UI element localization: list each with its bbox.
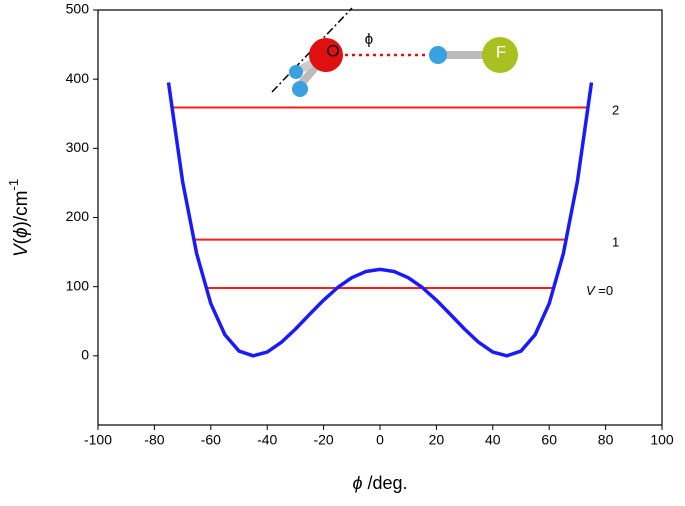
x-tick-label: 40 [485, 432, 501, 448]
atom [292, 81, 308, 97]
level-label-italic: V [586, 283, 596, 298]
level-label-text: 1 [612, 235, 619, 250]
atom [429, 46, 447, 64]
atom-label: F [496, 42, 506, 61]
level-label: 1 [612, 235, 619, 250]
x-tick-label: -20 [313, 432, 333, 448]
x-tick-label: 20 [429, 432, 445, 448]
x-tick-label: 100 [650, 432, 674, 448]
atom-label: O [326, 41, 339, 60]
atom [309, 38, 343, 72]
atom [482, 37, 518, 73]
y-tick-label: 500 [66, 1, 90, 17]
x-unit: /deg. [362, 473, 407, 493]
y-axis-title: V(ϕ)/cm-1 [6, 179, 32, 257]
y-tick-label: 300 [66, 139, 90, 155]
x-axis-title: ϕ /deg. [352, 473, 407, 493]
atom [289, 65, 303, 79]
angle-label: ϕ [365, 31, 373, 48]
y-tick-label: 0 [81, 347, 89, 363]
y-symbol: ϕ [11, 227, 32, 238]
level-label-text: =0 [595, 283, 613, 298]
molecule: O F ϕ [271, 7, 518, 97]
y-open: ( [11, 237, 32, 244]
x-tick-label: 60 [541, 432, 557, 448]
plot-frame [97, 9, 663, 426]
curve [166, 82, 594, 358]
x-tick-label: 80 [598, 432, 614, 448]
y-italic: V [11, 242, 32, 257]
x-tick-label: -40 [257, 432, 277, 448]
x-symbol: ϕ [352, 473, 362, 493]
y-tick-label: 100 [66, 277, 90, 293]
y-tick-label: 400 [66, 70, 90, 86]
level-label-text: 2 [612, 103, 619, 118]
axis-dash [271, 7, 353, 93]
y-superscript: -1 [6, 179, 21, 191]
level-label: 2 [612, 103, 619, 118]
x-tick-label: -100 [84, 432, 112, 448]
y-tick-label: 200 [66, 208, 90, 224]
y-unit: )/cm [11, 191, 32, 228]
x-tick-label: 0 [376, 432, 384, 448]
level-label: V =0 [586, 283, 613, 298]
x-tick-label: -80 [144, 432, 164, 448]
x-tick-label: -60 [201, 432, 221, 448]
